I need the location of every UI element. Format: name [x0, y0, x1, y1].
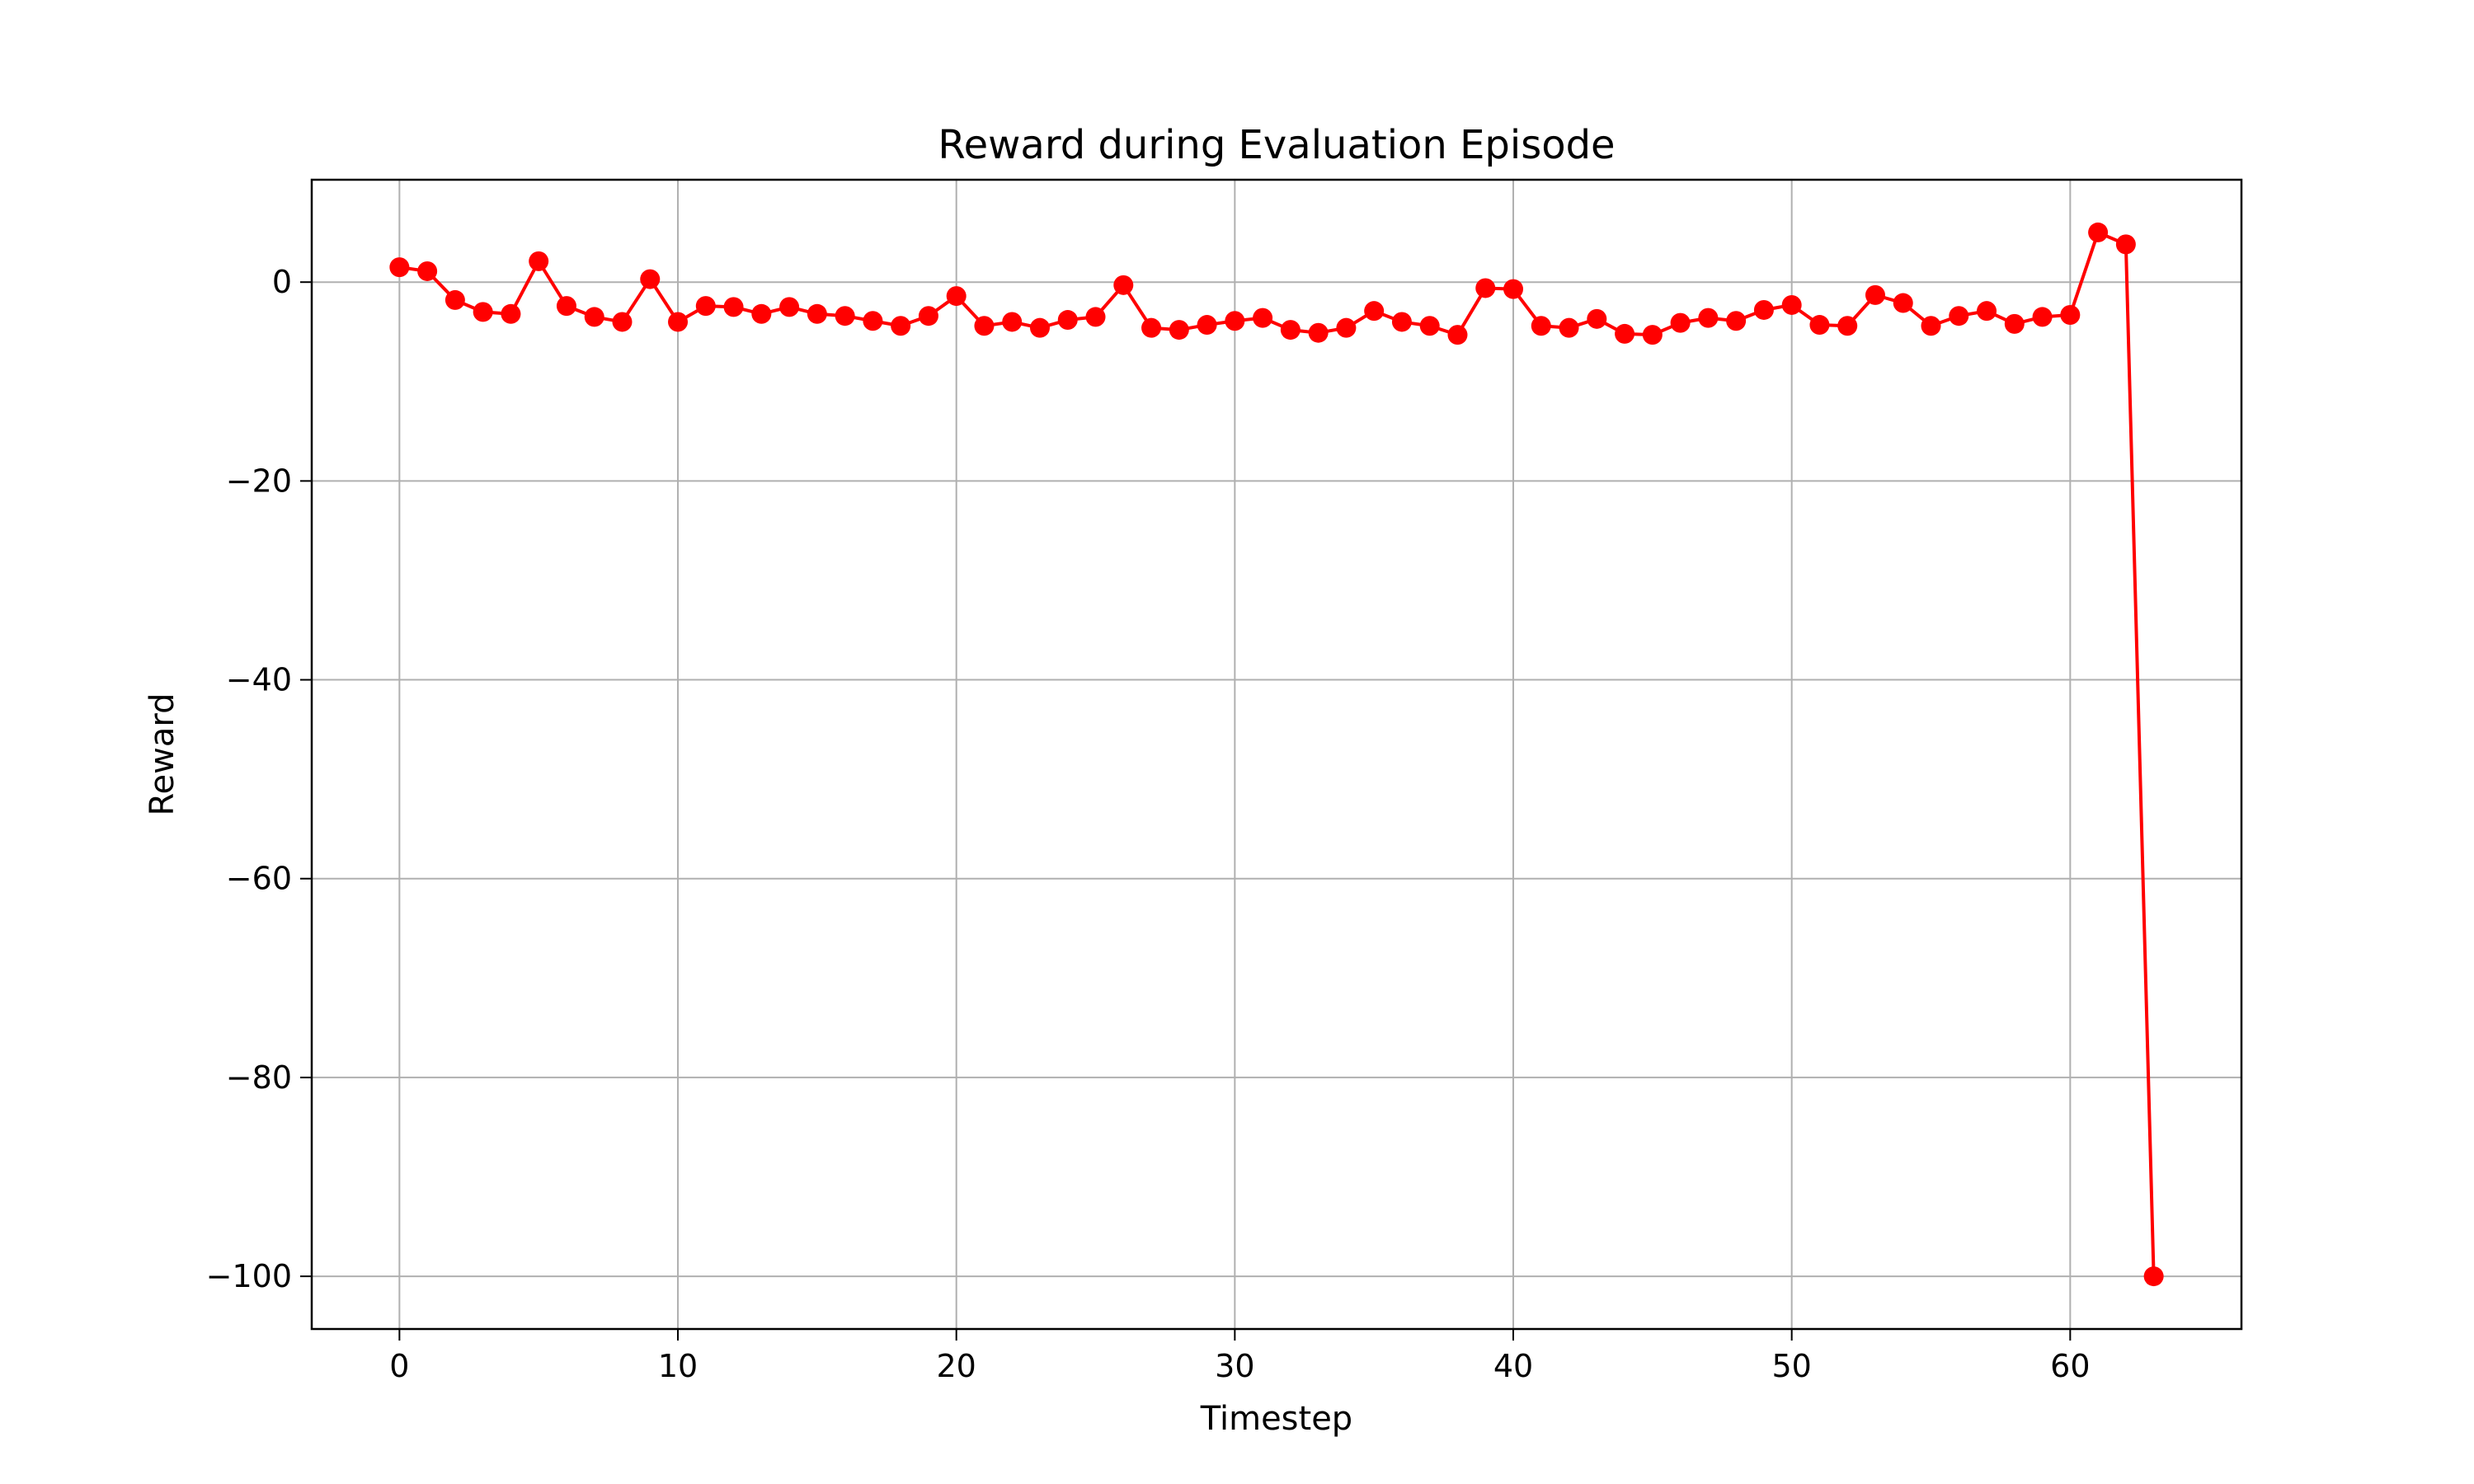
data-point [417, 261, 438, 281]
y-tick-label: −40 [226, 662, 292, 698]
x-tick-label: 0 [389, 1348, 409, 1384]
data-point [1169, 320, 1189, 340]
data-point [1447, 325, 1468, 345]
data-point [640, 269, 661, 289]
series-line [399, 230, 2156, 1277]
x-tick-label: 60 [2050, 1348, 2090, 1384]
data-point [1781, 294, 1802, 315]
data-point [1977, 301, 1997, 322]
data-point [2004, 313, 2025, 334]
data-point [891, 316, 911, 336]
data-point [1475, 278, 1496, 298]
ticks-layer: 0 10 20 30 40 50 60 0 −20 −40 −60 −80 −100 [206, 264, 2091, 1384]
data-point [807, 303, 827, 324]
y-tick-label: −60 [226, 861, 292, 897]
data-point [1280, 320, 1300, 340]
data-point [1364, 301, 1385, 322]
data-point [389, 257, 410, 278]
data-point [1197, 315, 1217, 336]
y-tick-label: −100 [206, 1258, 292, 1294]
chart-title: Reward during Evaluation Episode [938, 122, 1615, 168]
data-point [1726, 311, 1747, 331]
grid-layer [312, 180, 2241, 1329]
x-tick-label: 30 [1215, 1348, 1254, 1384]
data-point [2143, 1266, 2164, 1287]
x-tick-label: 50 [1771, 1348, 1811, 1384]
data-point [1141, 317, 1162, 338]
data-point [1587, 308, 1607, 329]
data-point [1419, 316, 1440, 336]
data-point [946, 286, 967, 307]
data-point [1308, 322, 1329, 343]
data-point [1085, 307, 1106, 327]
data-point [918, 306, 938, 326]
data-point [2115, 234, 2136, 255]
data-point [1921, 316, 1941, 336]
data-point [751, 303, 772, 324]
data-point [444, 289, 465, 310]
data-point [1336, 317, 1357, 338]
data-point [1391, 312, 1412, 332]
y-tick-label: −80 [226, 1059, 292, 1096]
data-point [473, 302, 493, 322]
data-point [863, 311, 883, 331]
data-point [1225, 311, 1245, 331]
data-point [1531, 316, 1551, 336]
data-point [779, 297, 800, 317]
y-tick-label: 0 [272, 264, 292, 300]
data-point [1809, 315, 1830, 336]
x-axis-label: Timestep [1200, 1400, 1352, 1438]
data-point [668, 312, 689, 332]
data-point [1670, 312, 1691, 333]
data-point [612, 312, 633, 332]
data-point [556, 296, 576, 317]
data-point [1253, 308, 1273, 328]
data-point [835, 306, 855, 326]
axes-frame [310, 178, 2243, 1331]
data-point [1837, 316, 1858, 336]
data-point [1113, 275, 1134, 295]
y-tick-label: −20 [226, 463, 292, 499]
data-point [529, 251, 549, 271]
data-point [1503, 279, 1524, 299]
data-point [1057, 310, 1078, 331]
data-point [974, 316, 995, 336]
data-point [1698, 308, 1719, 328]
y-axis-label: Reward [143, 693, 181, 816]
data-point [1615, 323, 1635, 344]
data-point [1949, 306, 1969, 326]
data-point [2088, 222, 2109, 242]
data-point [1559, 317, 1579, 338]
data-point [723, 297, 744, 317]
x-tick-label: 20 [937, 1348, 976, 1384]
x-tick-label: 40 [1493, 1348, 1533, 1384]
series-layer [389, 222, 2164, 1287]
data-point [584, 307, 604, 327]
data-point [2032, 307, 2053, 327]
data-point [1029, 317, 1050, 338]
data-point [1865, 284, 1885, 305]
x-tick-label: 10 [658, 1348, 698, 1384]
data-point [501, 303, 521, 324]
data-point [1642, 325, 1663, 345]
data-point [1753, 299, 1774, 320]
data-point [1002, 312, 1023, 332]
data-point [1893, 293, 1913, 313]
data-point [695, 296, 716, 317]
data-point [2060, 305, 2081, 325]
